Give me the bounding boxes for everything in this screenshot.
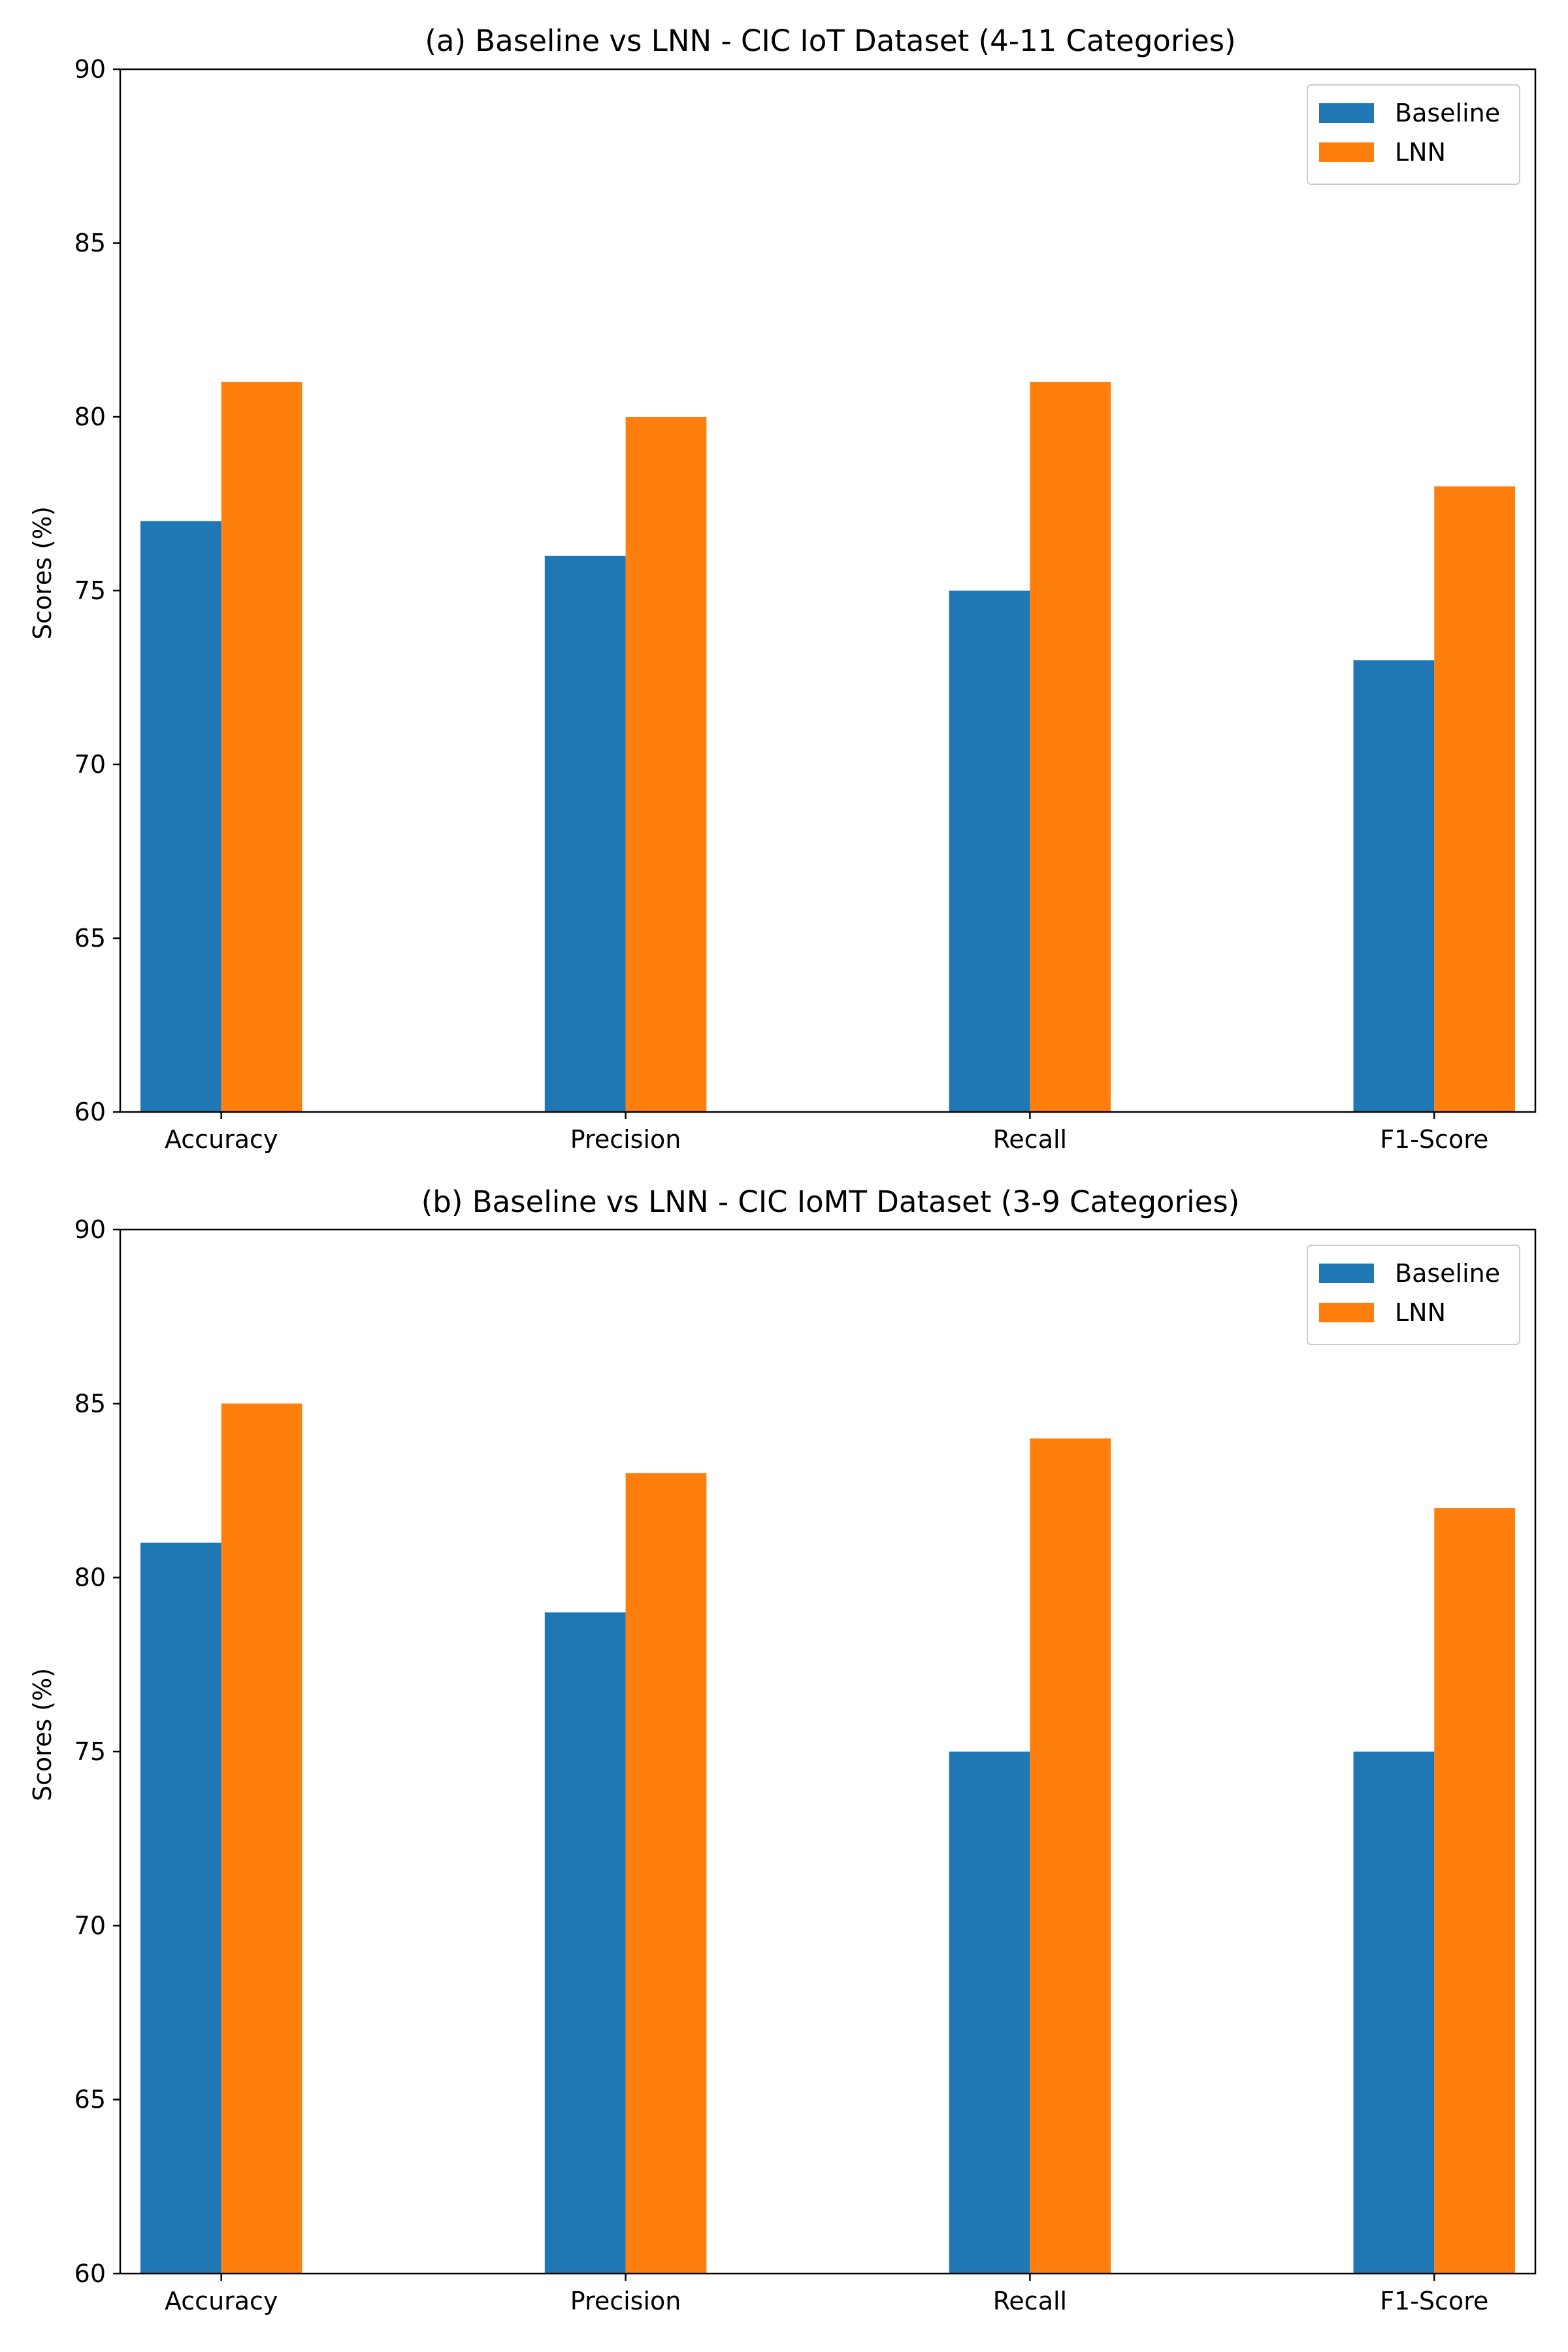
- y-tick-label: 85: [74, 229, 106, 257]
- x-tick-label-accuracy: Accuracy: [165, 1125, 278, 1154]
- y-tick-label: 85: [74, 1389, 106, 1418]
- legend-swatch-baseline: [1319, 103, 1374, 123]
- bar-lnn-precision: [625, 1473, 707, 2274]
- plot-frame: [119, 1228, 1537, 2275]
- chart-a: (a) Baseline vs LNN - CIC IoT Dataset (4…: [28, 24, 1537, 1154]
- legend-swatch-lnn: [1319, 1303, 1374, 1322]
- x-tick-label-accuracy: Accuracy: [165, 2287, 278, 2315]
- bar-lnn-accuracy: [221, 382, 302, 1112]
- bar-baseline-precision: [544, 1612, 626, 2274]
- y-axis-label: Scores (%): [28, 1668, 57, 1801]
- legend-swatch-lnn: [1319, 142, 1374, 162]
- y-tick-label: 60: [74, 1098, 106, 1126]
- x-tick-label-recall: Recall: [993, 1125, 1067, 1154]
- legend: Baseline LNN: [1307, 84, 1520, 185]
- legend-label-lnn: LNN: [1395, 1298, 1446, 1327]
- bar-lnn-recall: [1030, 382, 1111, 1112]
- x-tick-label-precision: Precision: [570, 2287, 681, 2315]
- y-tick-label: 90: [74, 1215, 106, 1244]
- y-axis-label: Scores (%): [28, 506, 57, 640]
- legend: Baseline LNN: [1307, 1245, 1520, 1345]
- bars: [140, 1403, 1516, 2274]
- y-tick-label: 80: [74, 1563, 106, 1592]
- chart-title: (b) Baseline vs LNN - CIC IoMT Dataset (…: [421, 1184, 1240, 1219]
- y-tick-label: 75: [74, 1737, 106, 1766]
- x-tick-label-f1-score: F1-Score: [1380, 2287, 1488, 2315]
- bar-lnn-accuracy: [221, 1403, 302, 2274]
- y-tick-label: 90: [74, 55, 106, 84]
- x-tick-label-f1-score: F1-Score: [1380, 1125, 1488, 1154]
- legend-label-lnn: LNN: [1395, 138, 1446, 167]
- bar-baseline-f1-score: [1353, 1752, 1435, 2274]
- y-tick-label: 70: [74, 1911, 106, 1940]
- bar-lnn-precision: [625, 417, 707, 1112]
- y-tick-label: 80: [74, 402, 106, 431]
- bar-lnn-f1-score: [1434, 1508, 1516, 2274]
- bar-lnn-recall: [1030, 1438, 1111, 2274]
- bar-baseline-f1-score: [1353, 660, 1435, 1112]
- bar-baseline-recall: [949, 1752, 1030, 2274]
- y-tick-label: 65: [74, 2085, 106, 2114]
- legend-label-baseline: Baseline: [1395, 99, 1500, 127]
- bar-baseline-accuracy: [140, 1543, 221, 2274]
- y-tick-label: 65: [74, 924, 106, 953]
- plot-frame: [119, 68, 1537, 1113]
- y-tick-label: 70: [74, 750, 106, 779]
- chart-title: (a) Baseline vs LNN - CIC IoT Dataset (4…: [425, 24, 1235, 58]
- y-tick-label: 75: [74, 576, 106, 605]
- bar-lnn-f1-score: [1434, 486, 1516, 1112]
- x-tick-label-precision: Precision: [570, 1125, 681, 1154]
- bar-baseline-recall: [949, 591, 1030, 1112]
- legend-label-baseline: Baseline: [1395, 1259, 1500, 1288]
- bar-baseline-accuracy: [140, 521, 221, 1112]
- chart-b: (b) Baseline vs LNN - CIC IoMT Dataset (…: [28, 1184, 1537, 2315]
- x-tick-label-recall: Recall: [993, 2287, 1067, 2315]
- legend-swatch-baseline: [1319, 1264, 1374, 1283]
- bar-baseline-precision: [544, 555, 626, 1112]
- bars: [140, 382, 1516, 1112]
- y-tick-label: 60: [74, 2259, 106, 2288]
